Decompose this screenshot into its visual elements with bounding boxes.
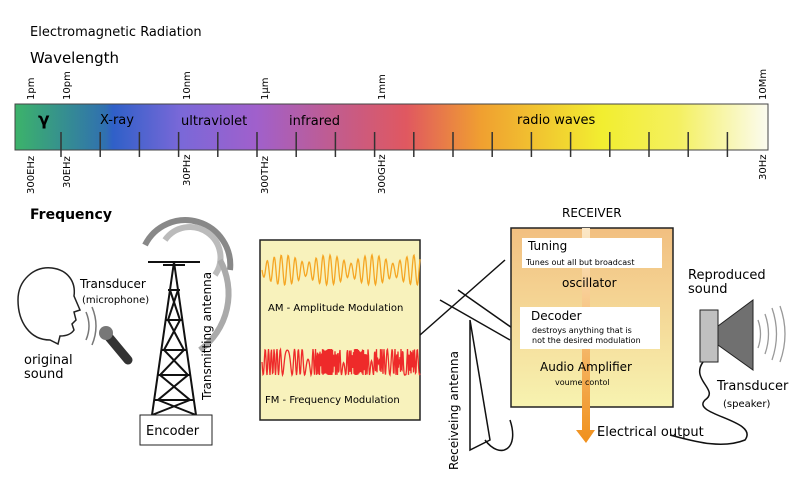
tuning-sub: Tunes out all but broadcast xyxy=(525,258,634,267)
speaker-transducer-sub: (speaker) xyxy=(723,399,770,410)
wavelength-tick: 10nm xyxy=(182,71,193,100)
tuning-panel xyxy=(522,238,662,268)
oscillator-label: oscillator xyxy=(562,276,617,290)
original-sound-label-2: sound xyxy=(24,367,63,382)
radio-waves-icon xyxy=(142,217,234,353)
wavelength-tick: 1mm xyxy=(377,74,388,100)
encoder-box xyxy=(139,414,213,446)
frequency-tick: 300EHz xyxy=(26,156,37,194)
decoder-panel xyxy=(520,307,660,349)
wavelength-tick: 1µm xyxy=(260,78,271,100)
speaker-cone-icon xyxy=(717,299,754,371)
band-xray: X-ray xyxy=(100,113,134,128)
band-gamma: γ xyxy=(38,110,50,130)
frequency-tick: 30PHz xyxy=(182,154,193,186)
reproduced-sound-label-2: sound xyxy=(688,282,727,297)
band-infrared: infrared xyxy=(289,114,340,129)
decoder-label: Decoder xyxy=(531,309,582,323)
band-ultraviolet: ultraviolet xyxy=(181,114,247,129)
encoder-label: Encoder xyxy=(146,424,200,439)
speaker-magnet-icon xyxy=(699,309,719,363)
transducer-label: Transducer xyxy=(79,277,146,291)
reproduced-sound-label: Reproduced xyxy=(688,268,766,283)
frequency-tick: 300GHz xyxy=(377,154,388,194)
frequency-tick: 300THz xyxy=(260,156,271,194)
am-label: AM - Amplitude Modulation xyxy=(268,303,403,314)
receiving-antenna-icon xyxy=(419,259,516,452)
receiver-title: RECEIVER xyxy=(562,206,622,220)
fm-wave xyxy=(261,347,421,378)
tower-icon xyxy=(148,261,200,416)
frequency-tick: 30EHz xyxy=(62,156,73,188)
transducer-sub: (microphone) xyxy=(82,295,149,306)
wavelength-tick: 10Mm xyxy=(758,69,769,100)
receiving-antenna-label: Receiveing antenna xyxy=(447,351,461,470)
microphone-icon xyxy=(99,326,133,365)
head-icon xyxy=(17,267,82,346)
speaker-cable xyxy=(669,361,748,446)
modulation-box xyxy=(259,239,421,421)
original-sound-label: original xyxy=(24,353,73,368)
decoder-sub-2: not the desired modulation xyxy=(532,336,641,345)
fm-label: FM - Frequency Modulation xyxy=(265,395,400,406)
electrical-output-label: Electrical output xyxy=(597,425,704,440)
wavelength-tick: 1pm xyxy=(26,78,37,100)
sound-waves-icon xyxy=(85,306,97,346)
am-wave xyxy=(261,253,421,287)
transmitting-antenna-label: Transmitting antenna xyxy=(200,272,214,401)
spectrum-bar xyxy=(14,103,769,151)
amplifier-sub: voume contol xyxy=(555,378,610,387)
band-radio: radio waves xyxy=(517,113,596,128)
tuning-label: Tuning xyxy=(527,239,567,253)
decoder-sub-1: destroys anything that is xyxy=(532,326,632,335)
amplifier-label: Audio Amplifier xyxy=(540,360,632,374)
spectrum-ticks xyxy=(60,132,729,157)
speaker-sound-waves-icon xyxy=(757,305,786,363)
frequency-tick: 30Hz xyxy=(758,155,769,181)
speaker-transducer-label: Transducer xyxy=(716,379,789,394)
title: Electromagnetic Radiation xyxy=(30,25,202,40)
wavelength-tick: 10pm xyxy=(62,71,73,100)
wavelength-label: Wavelength xyxy=(30,49,119,67)
frequency-label: Frequency xyxy=(30,207,112,223)
